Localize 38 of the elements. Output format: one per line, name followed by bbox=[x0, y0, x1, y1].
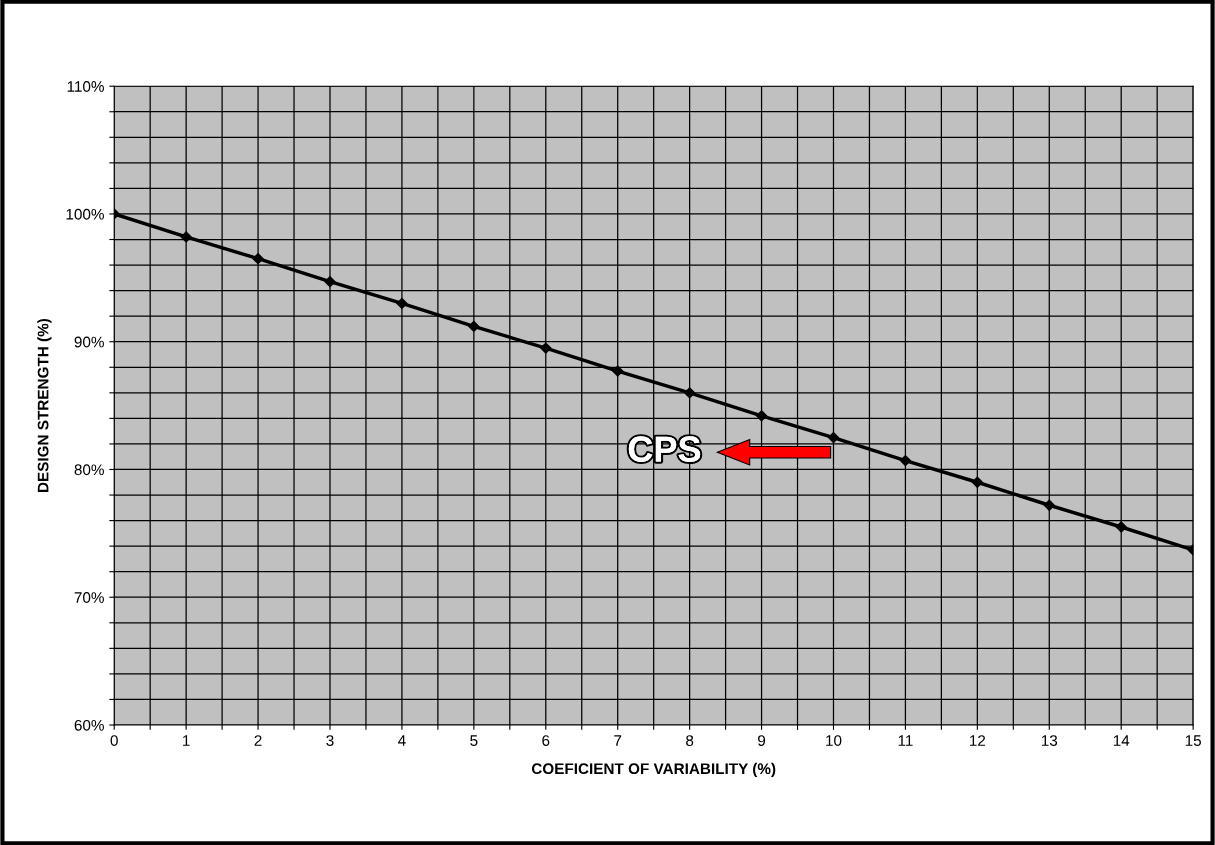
x-tick-label: 5 bbox=[470, 735, 478, 746]
y-tick-label: 80% bbox=[74, 464, 104, 476]
x-tick-label: 7 bbox=[614, 735, 622, 746]
y-tick-label: 90% bbox=[74, 336, 104, 348]
x-tick-label: 14 bbox=[1113, 735, 1130, 746]
point bbox=[1043, 499, 1055, 511]
x-tick-label: 15 bbox=[1185, 735, 1201, 746]
point bbox=[1115, 521, 1127, 533]
y-tick-label: 110% bbox=[67, 81, 104, 92]
x-tick-label: 0 bbox=[110, 735, 118, 746]
point bbox=[324, 276, 336, 288]
x-tick-label: 13 bbox=[1041, 735, 1058, 746]
x-tick-label: 1 bbox=[183, 735, 190, 746]
point bbox=[612, 365, 624, 377]
x-tick-label: 4 bbox=[398, 735, 406, 746]
x-tick-label: 2 bbox=[254, 735, 262, 746]
y-tick-label: 100% bbox=[66, 208, 104, 220]
point bbox=[827, 431, 840, 444]
x-tick-label: 8 bbox=[686, 735, 694, 746]
x-tick-label: 11 bbox=[898, 735, 913, 746]
point bbox=[252, 253, 264, 265]
point bbox=[755, 410, 768, 422]
x-tick-label: 6 bbox=[542, 735, 550, 746]
point bbox=[540, 342, 552, 354]
x-tick-label: 3 bbox=[326, 735, 334, 746]
y-axis-title: DESIGN STRENGTH (%) bbox=[37, 318, 52, 492]
x-tick-label: 10 bbox=[826, 735, 842, 746]
point bbox=[899, 454, 912, 467]
x-axis-title: COEFICIENT OF VARIABILITY (%) bbox=[531, 762, 776, 778]
y-tick-label: 70% bbox=[74, 592, 104, 603]
point bbox=[468, 320, 480, 332]
point bbox=[684, 387, 696, 399]
y-tick-label: 60% bbox=[74, 719, 104, 731]
point bbox=[396, 297, 408, 309]
point bbox=[180, 231, 192, 243]
point bbox=[971, 476, 983, 488]
x-tick-label: 9 bbox=[758, 735, 766, 746]
x-tick-label: 12 bbox=[970, 735, 986, 746]
